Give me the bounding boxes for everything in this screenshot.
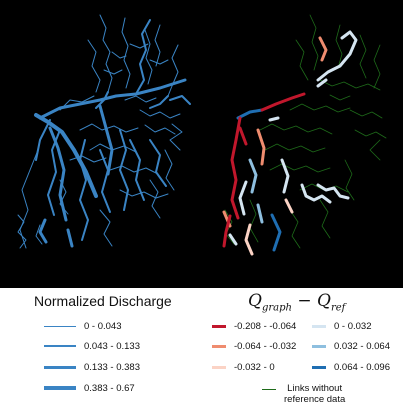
thin-channels [17,14,183,249]
right-legend-item-1: -0.064 - -0.032 [212,338,296,354]
positive-mid-links [248,158,264,224]
legend-label: 0 - 0.043 [84,320,122,332]
legend-line-swatch [44,386,76,390]
legend-line-swatch [44,365,76,369]
legend-label: -0.208 - -0.064 [234,320,297,332]
left-legend-item-3: 0.383 - 0.67 [44,380,135,396]
legend-label: 0.383 - 0.67 [84,382,135,394]
discharge-difference-map [222,14,387,256]
negative-strong-links [222,92,306,248]
legend-label: 0 - 0.032 [334,320,372,332]
very-large-channels [34,113,98,198]
right-legend-item-3: 0 - 0.032 [312,318,372,334]
legend-line-swatch [262,389,276,390]
legend-label: 0.133 - 0.383 [84,361,140,373]
negative-weak-links [244,198,294,256]
title-q: Q [248,291,262,311]
left-legend-item-2: 0.133 - 0.383 [44,359,140,375]
normalized-discharge-legend-title: Normalized Discharge [34,293,172,309]
left-legend-item-0: 0 - 0.043 [44,318,122,334]
right-legend-item-0: -0.208 - -0.064 [212,318,296,334]
legend-label: -0.032 - 0 [234,361,275,373]
positive-strong-links [236,108,282,252]
legend-line-swatch [312,365,326,369]
legend-label: Links without reference data [284,383,346,405]
right-legend-item-6: Links without reference data [262,383,345,407]
delta-maps [17,14,387,256]
legend-label: 0.064 - 0.096 [334,361,390,373]
discharge-difference-legend-title: Qgraph − Qref [248,291,345,313]
legend-line-swatch [212,324,226,328]
right-legend-item-5: 0.064 - 0.096 [312,359,390,375]
title-sub-graph: graph [261,302,292,314]
legend-line-swatch [44,325,76,327]
legend-line-swatch [212,344,226,348]
large-channels [38,78,187,248]
normalized-discharge-map [17,14,191,249]
legend-label: 0.043 - 0.133 [84,340,140,352]
legend-line-swatch [212,365,226,369]
legend-label: -0.064 - -0.032 [234,340,297,352]
map-panel [0,0,403,288]
legend-label: 0.032 - 0.064 [334,340,390,352]
right-legend-item-4: 0.032 - 0.064 [312,338,390,354]
legend-line-swatch [312,344,326,348]
legend-line-swatch [44,345,76,347]
title-sub-ref: ref [330,302,346,314]
links-without-reference [224,14,387,249]
right-legend-item-2: -0.032 - 0 [212,359,275,375]
legend-line-swatch [312,324,326,328]
title-minus-q: − Q [291,291,331,311]
positive-weak-links [228,30,358,246]
left-legend-item-1: 0.043 - 0.133 [44,338,140,354]
